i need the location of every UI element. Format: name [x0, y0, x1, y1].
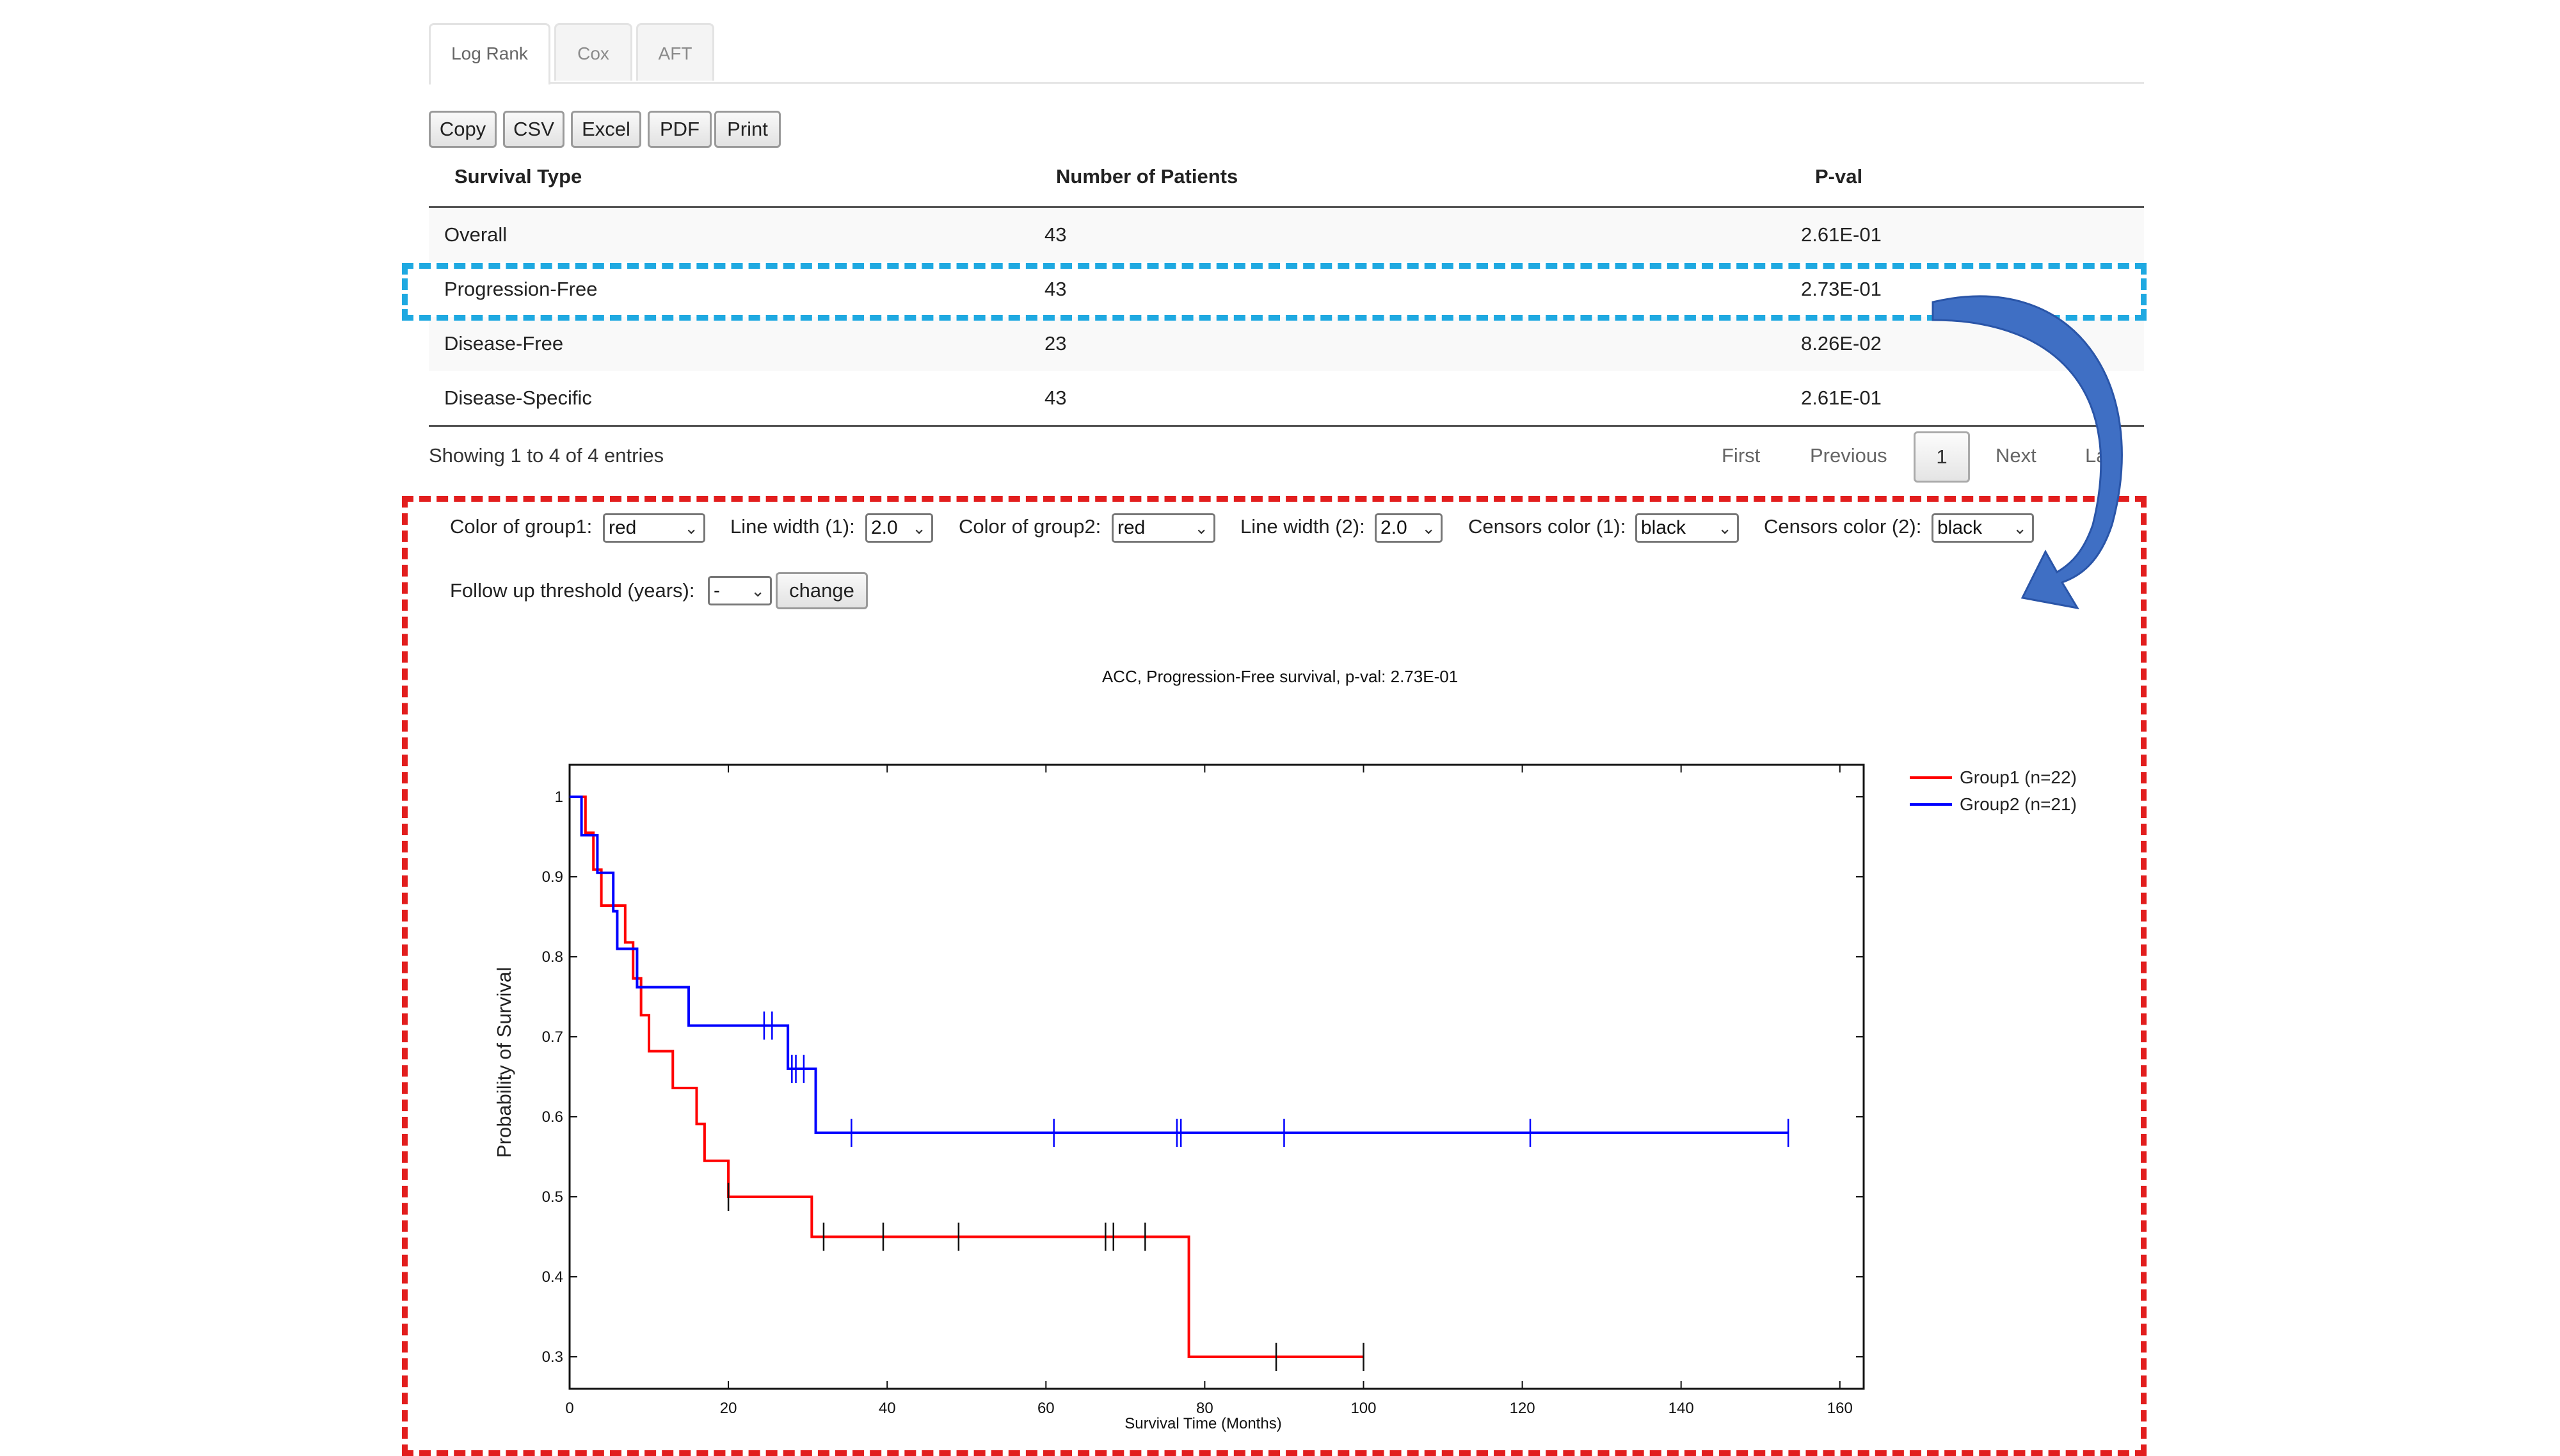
header-number-of-patients[interactable]: Number of Patients — [1056, 165, 1238, 188]
x-tick-label: 140 — [1668, 1400, 1694, 1417]
chevron-down-icon: ⌄ — [751, 581, 765, 600]
legend-group1-label: Group1 (n=22) — [1960, 767, 2077, 787]
x-tick-label: 0 — [565, 1400, 573, 1417]
y-tick-label: 1 — [555, 788, 563, 806]
cell-patients: 43 — [1044, 387, 1067, 409]
x-tick-label: 40 — [879, 1400, 896, 1417]
survival-tabs: Log Rank Cox AFT — [429, 23, 2144, 84]
pdf-button[interactable]: PDF — [648, 111, 712, 148]
plot-layer: 0 20 40 60 80 100 120 140 160 0.3 0.4 0.5 0.6 0.7 0.8 0… — [542, 764, 1865, 1417]
table-row[interactable]: Disease-Free 23 8.26E-02 — [429, 317, 2144, 371]
cell-pval: 2.73E-01 — [1801, 278, 1882, 300]
line-width1-select[interactable]: 2.0 ⌄ — [865, 513, 933, 543]
print-button[interactable]: Print — [714, 111, 781, 148]
csv-button[interactable]: CSV — [503, 111, 564, 148]
censors-color1-value: black — [1641, 517, 1686, 538]
y-tick-label: 0.4 — [542, 1268, 563, 1286]
header-p-val[interactable]: P-val — [1815, 165, 1863, 188]
tab-cox[interactable]: Cox — [554, 23, 632, 81]
censors-color2-label: Censors color (2): — [1764, 515, 1922, 538]
table-row[interactable]: Overall 43 2.61E-01 — [429, 208, 2144, 262]
table-row[interactable]: Progression-Free 43 2.73E-01 — [429, 262, 2144, 317]
cell-survival-type: Disease-Specific — [444, 387, 592, 409]
pagination-previous[interactable]: Previous — [1810, 444, 1887, 467]
color-group2-value: red — [1117, 517, 1146, 538]
plot-frame — [568, 764, 1865, 1390]
color-group1-value: red — [609, 517, 637, 538]
pagination-next[interactable]: Next — [1996, 444, 2036, 467]
copy-button[interactable]: Copy — [429, 111, 497, 148]
y-tick-label: 0.8 — [542, 948, 563, 966]
series-line-group1 — [570, 796, 1364, 1358]
followup-threshold-select[interactable]: - ⌄ — [708, 576, 772, 605]
censors-color2-value: black — [1937, 517, 1983, 538]
pagination-first[interactable]: First — [1722, 444, 1761, 467]
chart-title: ACC, Progression-Free survival, p-val: 2… — [1101, 667, 1459, 686]
tab-aft[interactable]: AFT — [636, 23, 714, 81]
line-width1-value: 2.0 — [871, 517, 898, 538]
cell-survival-type: Overall — [444, 223, 508, 246]
table-bottom-divider — [429, 425, 2144, 427]
cell-patients: 43 — [1044, 223, 1067, 246]
x-tick-label: 80 — [1196, 1400, 1213, 1417]
x-tick-label: 120 — [1510, 1400, 1535, 1417]
pagination-page-1[interactable]: 1 — [1914, 431, 1970, 483]
chevron-down-icon: ⌄ — [912, 518, 926, 538]
line-width2-value: 2.0 — [1380, 517, 1407, 538]
y-axis-label: Probability of Survival — [493, 967, 515, 1158]
censors-color2-select[interactable]: black ⌄ — [1932, 513, 2034, 543]
cell-pval: 8.26E-02 — [1801, 332, 1882, 355]
series-line-group2 — [570, 796, 1789, 1134]
cell-survival-type: Progression-Free — [444, 278, 598, 300]
color-group2-label: Color of group2: — [959, 515, 1101, 538]
color-group2-select[interactable]: red ⌄ — [1112, 513, 1215, 543]
censors-color1-select[interactable]: black ⌄ — [1635, 513, 1739, 543]
x-axis-label: Survival Time (Months) — [1124, 1415, 1281, 1432]
followup-threshold-label: Follow up threshold (years): — [450, 579, 695, 602]
header-divider — [429, 206, 2144, 208]
line-width2-select[interactable]: 2.0 ⌄ — [1375, 513, 1443, 543]
line-width2-label: Line width (2): — [1240, 515, 1365, 538]
chevron-down-icon: ⌄ — [2013, 518, 2027, 538]
followup-threshold-value: - — [714, 580, 720, 601]
y-tick-label: 0.6 — [542, 1108, 563, 1126]
x-tick-label: 160 — [1827, 1400, 1853, 1417]
x-tick-label: 60 — [1037, 1400, 1055, 1417]
curved-arrow-icon — [1932, 295, 2123, 610]
table-row[interactable]: Disease-Specific 43 2.61E-01 — [429, 371, 2144, 426]
chevron-down-icon: ⌄ — [1421, 518, 1436, 538]
cell-patients: 23 — [1044, 332, 1067, 355]
highlight-progression-free-row — [402, 263, 2147, 321]
color-group1-select[interactable]: red ⌄ — [603, 513, 705, 543]
line-width1-label: Line width (1): — [730, 515, 855, 538]
x-tick-label: 100 — [1350, 1400, 1376, 1417]
chevron-down-icon: ⌄ — [684, 518, 698, 538]
y-tick-label: 0.5 — [542, 1188, 563, 1206]
excel-button[interactable]: Excel — [571, 111, 641, 148]
legend-group2-label: Group2 (n=21) — [1960, 794, 2077, 814]
tab-log-rank[interactable]: Log Rank — [429, 23, 550, 84]
cell-survival-type: Disease-Free — [444, 332, 564, 355]
cell-pval: 2.61E-01 — [1801, 387, 1882, 409]
chevron-down-icon: ⌄ — [1194, 518, 1208, 538]
x-tick-label: 20 — [720, 1400, 737, 1417]
censors-color1-label: Censors color (1): — [1468, 515, 1626, 538]
change-button[interactable]: change — [776, 572, 868, 609]
cell-patients: 43 — [1044, 278, 1067, 300]
color-group1-label: Color of group1: — [450, 515, 593, 538]
y-tick-label: 0.7 — [542, 1028, 563, 1046]
chevron-down-icon: ⌄ — [1718, 518, 1732, 538]
cell-pval: 2.61E-01 — [1801, 223, 1882, 246]
y-tick-label: 0.9 — [542, 868, 563, 886]
header-survival-type[interactable]: Survival Type — [454, 165, 582, 188]
table-info: Showing 1 to 4 of 4 entries — [429, 444, 664, 467]
y-tick-label: 0.3 — [542, 1348, 563, 1366]
